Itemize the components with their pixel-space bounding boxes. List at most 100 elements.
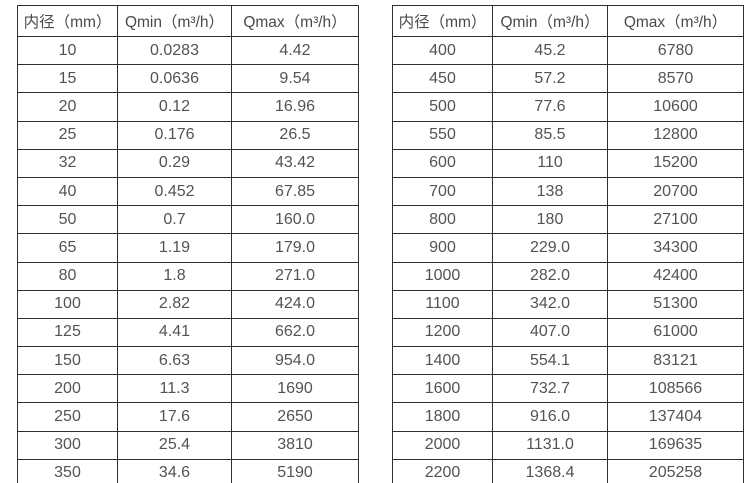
cell-qmax: 67.85 — [231, 176, 359, 207]
cell-qmax: 83121 — [607, 346, 744, 376]
cell-qmax: 160.0 — [231, 205, 359, 235]
table-row: 300 25.4 3810 — [17, 430, 359, 460]
cell-qmax: 27100 — [607, 205, 744, 235]
cell-inner-diameter: 1800 — [392, 402, 493, 432]
cell-qmax: 662.0 — [231, 317, 359, 348]
cell-qmax: 179.0 — [231, 233, 359, 263]
cell-inner-diameter: 200 — [17, 374, 118, 404]
table-row: 25 0.176 26.5 — [17, 120, 359, 150]
cell-inner-diameter: 300 — [17, 430, 118, 460]
cell-qmin: 732.7 — [492, 374, 608, 404]
cell-qmax: 6780 — [607, 35, 744, 66]
table-row: 1200 407.0 61000 — [392, 317, 744, 348]
table-row: 1600 732.7 108566 — [392, 374, 744, 404]
table-row: 150 6.63 954.0 — [17, 346, 359, 376]
cell-qmax: 51300 — [607, 289, 744, 319]
cell-inner-diameter: 450 — [392, 64, 493, 94]
cell-qmin: 138 — [492, 176, 608, 207]
cell-inner-diameter: 500 — [392, 92, 493, 122]
cell-qmax: 26.5 — [231, 120, 359, 150]
cell-inner-diameter: 10 — [17, 35, 118, 66]
cell-qmin: 0.176 — [117, 120, 232, 150]
cell-qmin: 0.7 — [117, 205, 232, 235]
table-row: 80 1.8 271.0 — [17, 261, 359, 291]
table-row: 700 138 20700 — [392, 176, 744, 207]
header-inner-diameter: 内径（mm） — [17, 5, 118, 37]
cell-qmax: 108566 — [607, 374, 744, 404]
table-row: 65 1.19 179.0 — [17, 233, 359, 263]
table-row: 50 0.7 160.0 — [17, 205, 359, 235]
table-row: 2200 1368.4 205258 — [392, 458, 744, 483]
cell-qmin: 11.3 — [117, 374, 232, 404]
cell-qmin: 180 — [492, 205, 608, 235]
cell-qmin: 0.452 — [117, 176, 232, 207]
cell-qmax: 34300 — [607, 233, 744, 263]
cell-qmax: 61000 — [607, 317, 744, 348]
table-row: 1400 554.1 83121 — [392, 346, 744, 376]
header-row: 内径（mm） Qmin（m³/h） Qmax（m³/h） — [17, 5, 359, 37]
cell-inner-diameter: 800 — [392, 205, 493, 235]
cell-inner-diameter: 600 — [392, 148, 493, 178]
cell-qmin: 110 — [492, 148, 608, 178]
cell-qmin: 57.2 — [492, 64, 608, 94]
cell-inner-diameter: 400 — [392, 35, 493, 66]
header-qmin: Qmin（m³/h） — [117, 5, 232, 37]
cell-qmax: 8570 — [607, 64, 744, 94]
cell-qmax: 12800 — [607, 120, 744, 150]
cell-inner-diameter: 900 — [392, 233, 493, 263]
header-row: 内径（mm） Qmin（m³/h） Qmax（m³/h） — [392, 5, 744, 37]
cell-qmin: 6.63 — [117, 346, 232, 376]
cell-qmin: 77.6 — [492, 92, 608, 122]
table-row: 2000 1131.0 169635 — [392, 430, 744, 460]
cell-qmax: 42400 — [607, 261, 744, 291]
cell-qmin: 2.82 — [117, 289, 232, 319]
table-body: 400 45.2 6780 450 57.2 8570 500 77.6 106… — [392, 35, 744, 483]
cell-inner-diameter: 65 — [17, 233, 118, 263]
table-row: 450 57.2 8570 — [392, 64, 744, 94]
cell-qmax: 137404 — [607, 402, 744, 432]
header-inner-diameter: 内径（mm） — [392, 5, 493, 37]
table-row: 15 0.0636 9.54 — [17, 64, 359, 94]
cell-qmax: 9.54 — [231, 64, 359, 94]
cell-inner-diameter: 250 — [17, 402, 118, 432]
table-row: 350 34.6 5190 — [17, 458, 359, 483]
cell-qmax: 1690 — [231, 374, 359, 404]
table-row: 900 229.0 34300 — [392, 233, 744, 263]
table-body: 10 0.0283 4.42 15 0.0636 9.54 20 0.12 16… — [17, 35, 359, 483]
cell-qmax: 10600 — [607, 92, 744, 122]
cell-qmax: 954.0 — [231, 346, 359, 376]
cell-qmin: 1368.4 — [492, 458, 608, 483]
table-head: 内径（mm） Qmin（m³/h） Qmax（m³/h） — [17, 5, 359, 37]
cell-inner-diameter: 150 — [17, 346, 118, 376]
table-row: 1800 916.0 137404 — [392, 402, 744, 432]
table-row: 800 180 27100 — [392, 205, 744, 235]
cell-inner-diameter: 1100 — [392, 289, 493, 319]
cell-qmin: 4.41 — [117, 317, 232, 348]
cell-qmax: 2650 — [231, 402, 359, 432]
cell-qmin: 0.29 — [117, 148, 232, 178]
cell-inner-diameter: 1400 — [392, 346, 493, 376]
cell-qmax: 271.0 — [231, 261, 359, 291]
cell-inner-diameter: 50 — [17, 205, 118, 235]
table-row: 20 0.12 16.96 — [17, 92, 359, 122]
cell-inner-diameter: 1000 — [392, 261, 493, 291]
cell-inner-diameter: 1200 — [392, 317, 493, 348]
table-head: 内径（mm） Qmin（m³/h） Qmax（m³/h） — [392, 5, 744, 37]
cell-qmin: 0.12 — [117, 92, 232, 122]
cell-qmin: 229.0 — [492, 233, 608, 263]
cell-qmax: 169635 — [607, 430, 744, 460]
cell-inner-diameter: 350 — [17, 458, 118, 483]
cell-qmin: 0.0636 — [117, 64, 232, 94]
table-row: 600 110 15200 — [392, 148, 744, 178]
cell-qmin: 1.19 — [117, 233, 232, 263]
cell-qmin: 1131.0 — [492, 430, 608, 460]
header-qmax: Qmax（m³/h） — [231, 5, 359, 37]
cell-inner-diameter: 125 — [17, 317, 118, 348]
cell-inner-diameter: 40 — [17, 176, 118, 207]
cell-inner-diameter: 80 — [17, 261, 118, 291]
cell-inner-diameter: 32 — [17, 148, 118, 178]
table-row: 10 0.0283 4.42 — [17, 35, 359, 66]
cell-qmax: 205258 — [607, 458, 744, 483]
cell-qmax: 16.96 — [231, 92, 359, 122]
cell-inner-diameter: 2200 — [392, 458, 493, 483]
